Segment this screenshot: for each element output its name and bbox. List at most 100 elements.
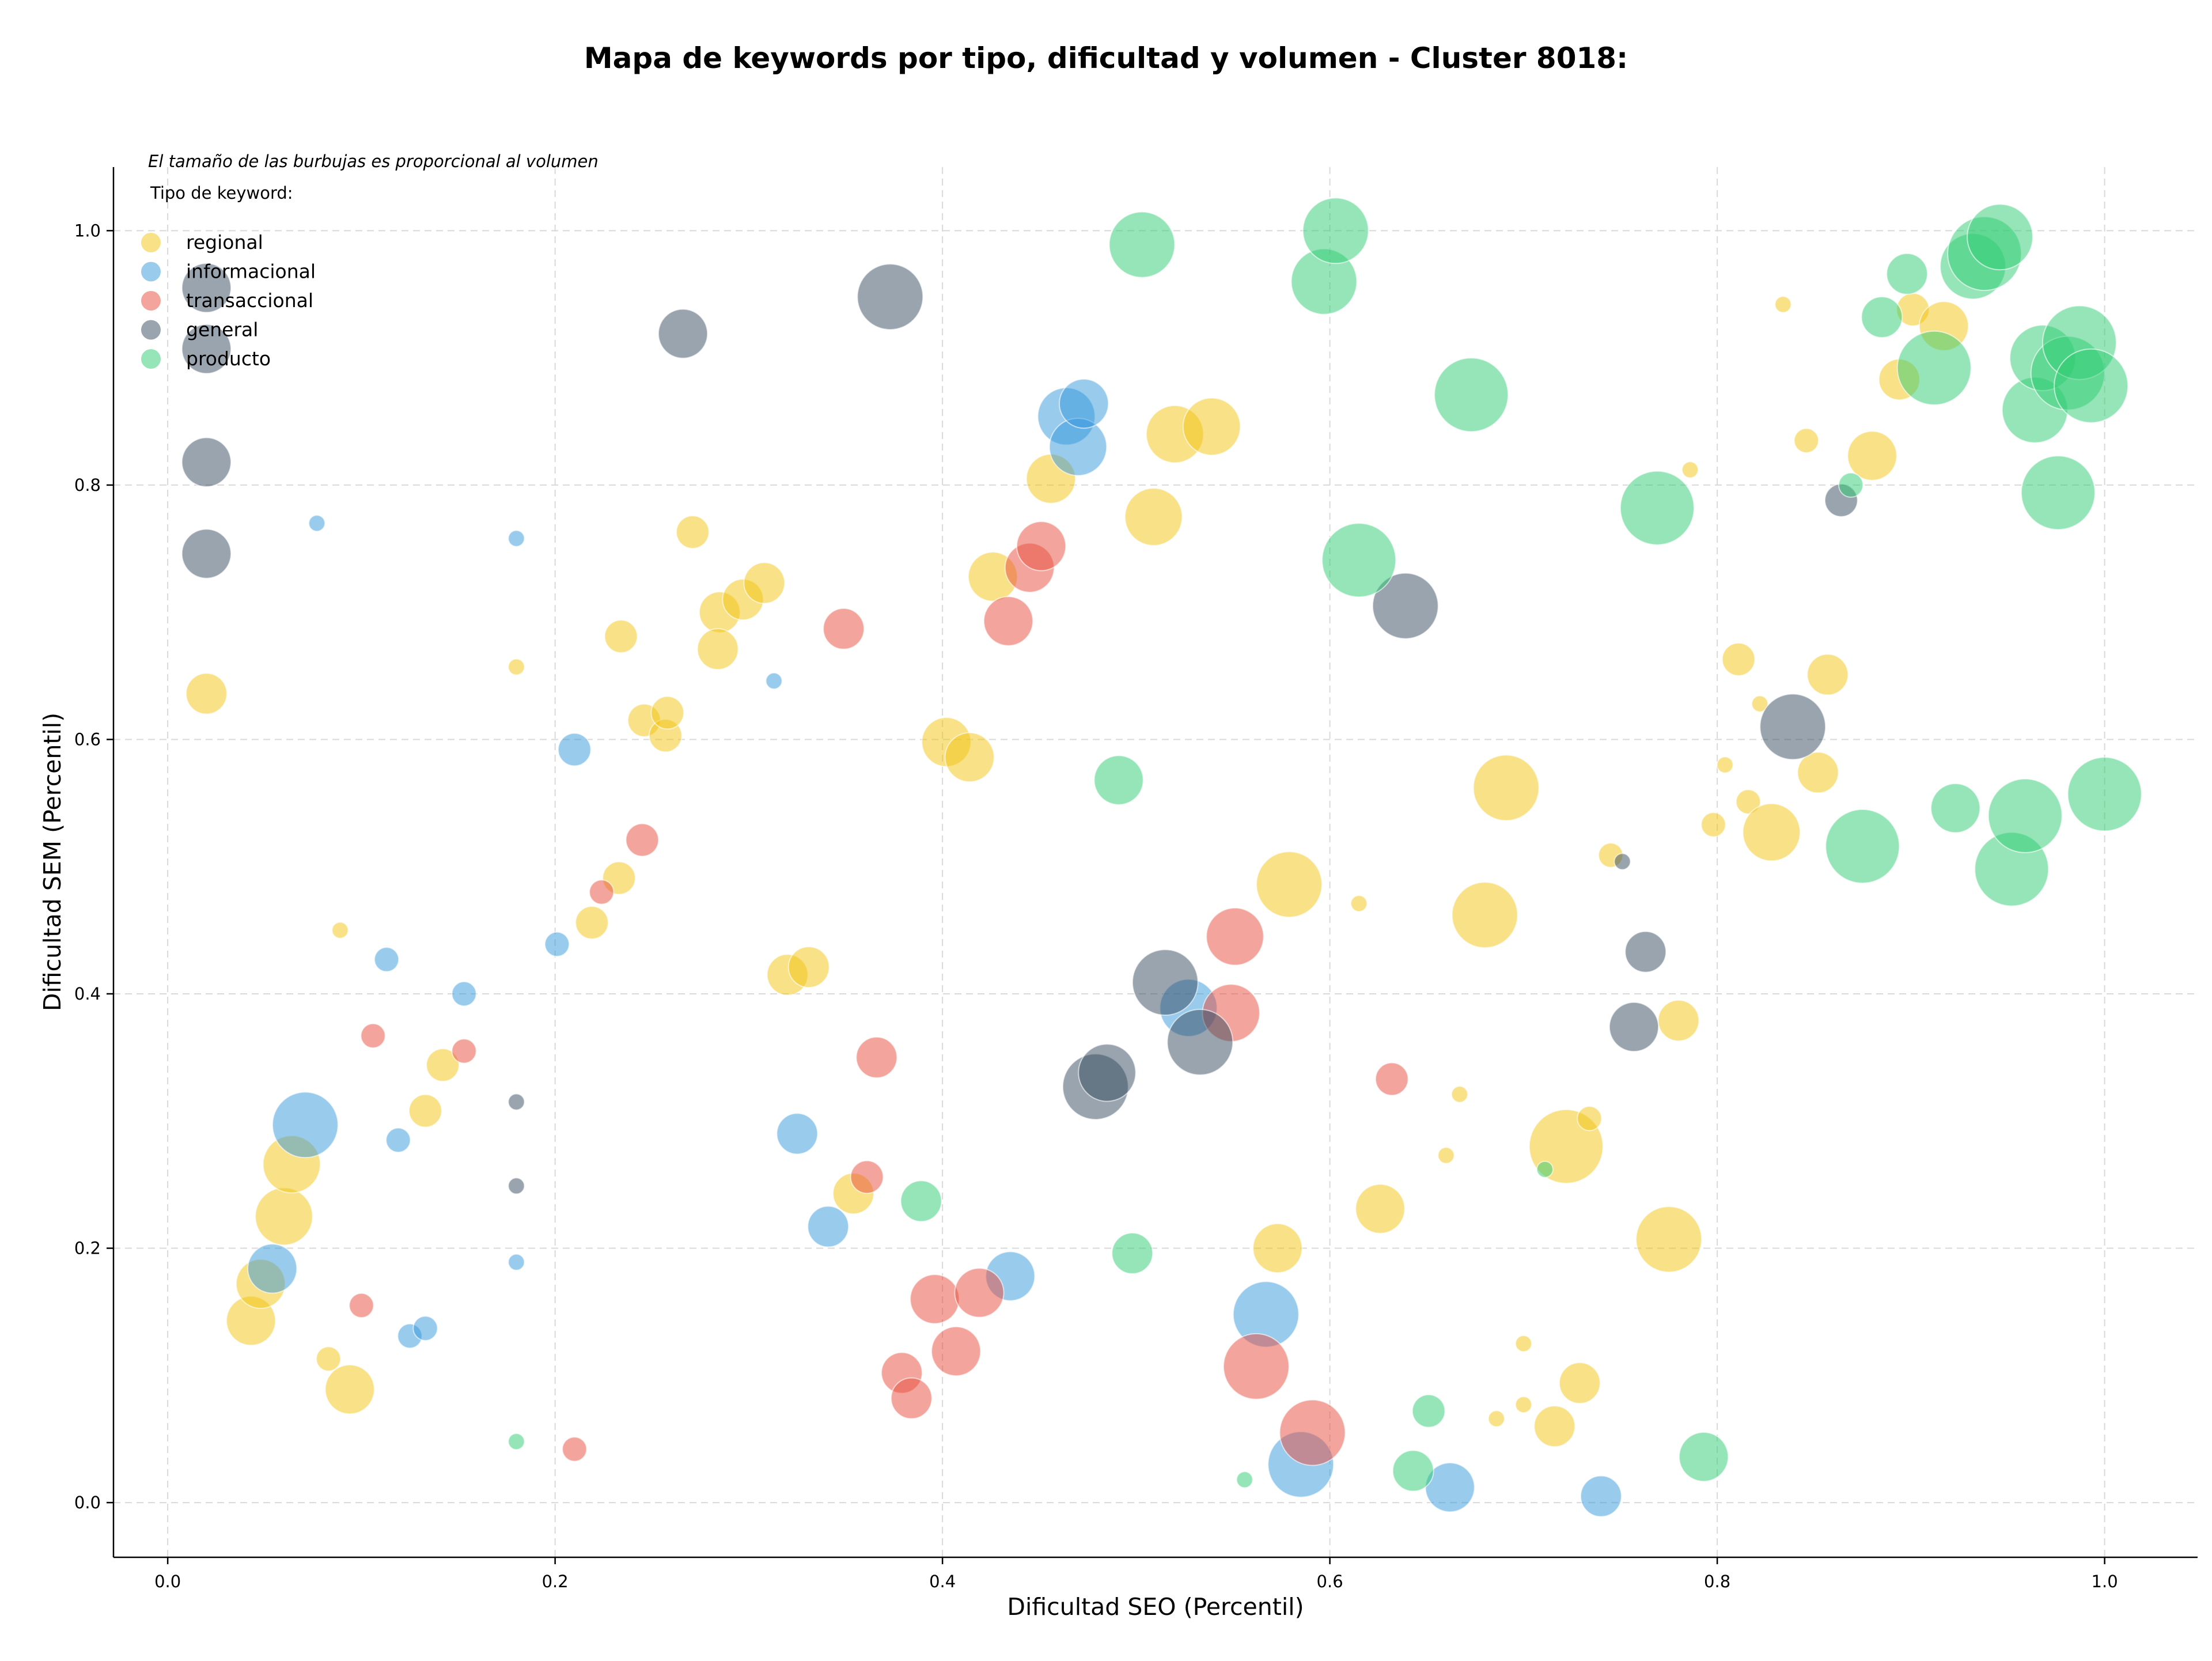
y-tick-label: 0.0 — [74, 1493, 101, 1512]
transaccional-bubble — [954, 1267, 1005, 1318]
producto-bubble — [1825, 808, 1900, 884]
producto-bubble — [1392, 1450, 1434, 1492]
series-regional — [185, 293, 1969, 1448]
regional-bubble — [650, 695, 684, 730]
producto-bubble — [1896, 330, 1972, 406]
general-bubble — [1759, 693, 1827, 760]
general-bubble — [1372, 572, 1439, 640]
regional-bubble — [944, 732, 995, 783]
transaccional-bubble — [360, 1023, 386, 1049]
informacional-bubble — [807, 1205, 850, 1248]
regional-bubble — [1182, 397, 1241, 456]
legend-marker-transaccional — [141, 291, 161, 311]
regional-bubble — [1559, 1362, 1601, 1404]
legend-marker-regional — [141, 233, 161, 252]
regional-bubble — [1774, 296, 1792, 313]
series-producto — [507, 197, 2142, 1492]
transaccional-bubble — [931, 1326, 982, 1376]
general-bubble — [1078, 1043, 1137, 1102]
regional-bubble — [696, 628, 739, 671]
legend-marker-general — [141, 320, 161, 340]
informacional-bubble — [544, 931, 570, 958]
y-axis-ticks: 0.0 0.2 0.4 0.6 0.8 1.0 — [74, 221, 113, 1512]
producto-bubble — [2020, 455, 2096, 531]
transaccional-bubble — [890, 1377, 933, 1420]
regional-bubble — [1742, 803, 1801, 862]
regional-bubble — [604, 619, 638, 653]
informacional-bubble — [1580, 1475, 1622, 1518]
regional-bubble — [1635, 1206, 1703, 1273]
legend-label-transaccional: transaccional — [186, 289, 313, 312]
x-tick-label: 0.0 — [154, 1572, 181, 1591]
regional-bubble — [1577, 1106, 1603, 1132]
regional-bubble — [1533, 1405, 1576, 1448]
informacional-bubble — [247, 1243, 298, 1294]
regional-bubble — [1657, 1000, 1700, 1042]
producto-bubble — [1987, 778, 2063, 853]
general-bubble — [1166, 1009, 1234, 1076]
regional-bubble — [255, 1187, 313, 1246]
informacional-bubble — [308, 514, 326, 532]
transaccional-bubble — [589, 879, 615, 905]
producto-bubble — [1536, 1160, 1554, 1178]
regional-bubble — [1700, 812, 1726, 838]
regional-bubble — [575, 906, 609, 940]
regional-bubble — [426, 1048, 460, 1082]
producto-bubble — [1930, 783, 1981, 834]
informacional-bubble — [765, 672, 783, 690]
regional-bubble — [1847, 430, 1897, 481]
y-tick-label: 0.2 — [74, 1239, 101, 1258]
regional-bubble — [408, 1094, 442, 1128]
regional-bubble — [185, 672, 228, 715]
informacional-bubble — [374, 947, 400, 973]
transaccional-bubble — [823, 608, 865, 650]
transaccional-bubble — [850, 1160, 884, 1194]
regional-bubble — [331, 921, 349, 939]
regional-bubble — [1681, 461, 1699, 479]
general-bubble — [181, 263, 232, 313]
regional-bubble — [676, 515, 710, 549]
producto-bubble — [1236, 1471, 1253, 1489]
regional-bubble — [1252, 1223, 1303, 1274]
transaccional-bubble — [1222, 1333, 1290, 1400]
informacional-bubble — [412, 1315, 438, 1341]
producto-bubble — [1434, 357, 1509, 433]
legend-title: Tipo de keyword: — [150, 183, 293, 203]
producto-bubble — [1108, 211, 1176, 278]
general-bubble — [658, 308, 709, 359]
producto-bubble — [1679, 1432, 1729, 1482]
x-tick-label: 0.2 — [542, 1572, 569, 1591]
producto-bubble — [1093, 755, 1144, 805]
x-axis-label: Dificultad SEO (Percentil) — [1007, 1593, 1304, 1621]
y-axis-label: Dificultad SEM (Percentil) — [39, 713, 66, 1011]
general-bubble — [1613, 853, 1631, 871]
informacional-bubble — [507, 1253, 525, 1271]
informacional-bubble — [558, 732, 592, 767]
transaccional-bubble — [1206, 907, 1264, 966]
y-tick-label: 0.8 — [74, 475, 101, 495]
producto-bubble — [900, 1180, 942, 1223]
x-tick-label: 0.6 — [1317, 1572, 1343, 1591]
regional-bubble — [1124, 487, 1183, 546]
legend-marker-informacional — [141, 262, 161, 282]
regional-bubble — [743, 562, 786, 604]
x-axis-ticks: 0.0 0.2 0.4 0.6 0.8 1.0 — [154, 1557, 2118, 1591]
producto-bubble — [507, 1433, 525, 1451]
x-tick-label: 0.4 — [929, 1572, 956, 1591]
general-bubble — [507, 1177, 525, 1195]
x-tick-label: 1.0 — [2092, 1572, 2118, 1591]
regional-bubble — [1256, 851, 1323, 918]
legend: regional informacional transaccional genera… — [141, 231, 316, 370]
general-bubble — [181, 437, 232, 487]
transaccional-bubble — [562, 1436, 588, 1462]
regional-bubble — [1716, 756, 1734, 774]
general-bubble — [1131, 949, 1199, 1016]
legend-label-regional: regional — [186, 231, 263, 253]
regional-bubble — [787, 946, 830, 988]
regional-bubble — [1514, 1396, 1532, 1414]
regional-bubble — [316, 1346, 342, 1372]
legend-label-informacional: informacional — [186, 260, 316, 283]
producto-bubble — [1861, 296, 1903, 338]
producto-bubble — [1619, 470, 1695, 546]
producto-bubble — [1321, 523, 1397, 598]
